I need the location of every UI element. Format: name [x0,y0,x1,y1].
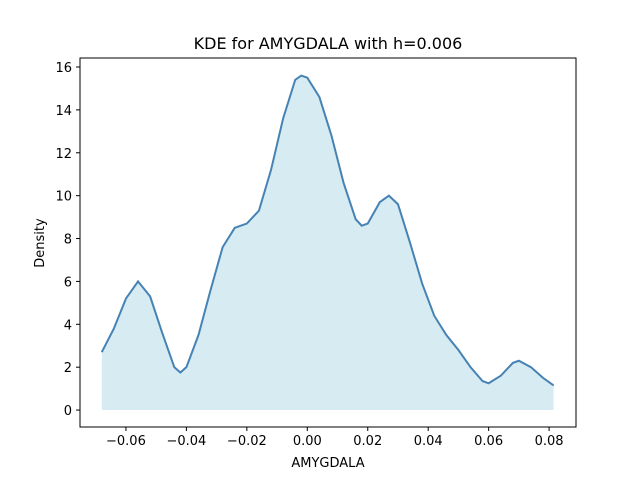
y-tick-label: 4 [64,318,72,333]
x-tick-label: 0.04 [414,434,443,449]
x-tick-label: 0.06 [474,434,503,449]
y-tick-label: 12 [55,147,72,162]
chart-title: KDE for AMYGDALA with h=0.006 [194,34,463,53]
x-tick-label: 0.02 [353,434,382,449]
density-line [100,74,555,387]
y-tick-label: 2 [64,361,72,376]
y-tick-label: 0 [64,404,72,419]
y-tick-label: 8 [64,233,72,248]
x-tick-label: −0.06 [106,434,146,449]
x-tick-label: −0.02 [227,434,267,449]
x-tick-label: −0.04 [166,434,206,449]
x-axis-label: AMYGDALA [291,456,364,471]
y-tick-label: 14 [55,104,72,119]
x-tick-label: 0.00 [293,434,322,449]
y-tick-label: 6 [64,275,72,290]
y-axis-label: Density [33,218,48,268]
x-tick-label: 0.08 [535,434,564,449]
y-tick-label: 16 [55,61,72,76]
y-tick-label: 10 [55,190,72,205]
plot-frame [79,57,577,428]
